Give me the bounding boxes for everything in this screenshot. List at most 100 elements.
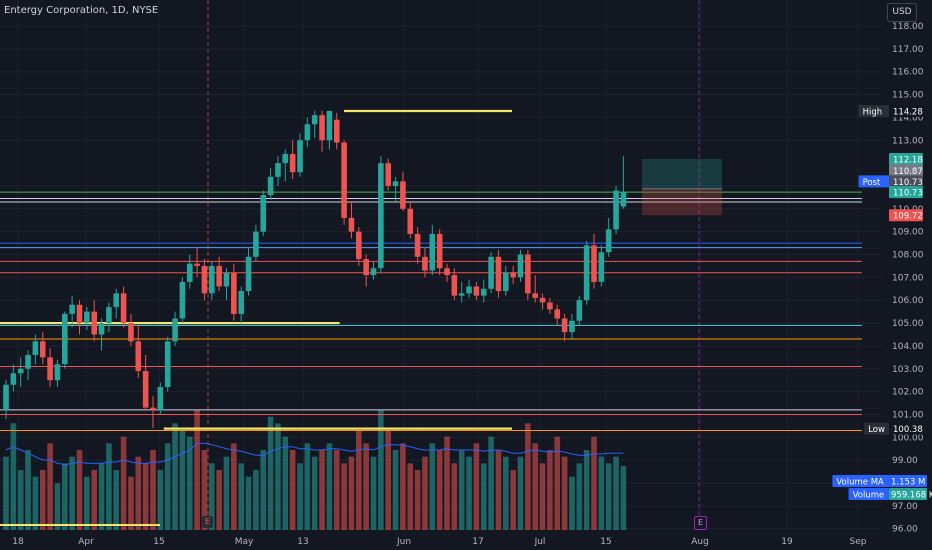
price-tick-label: 117.00 — [892, 45, 924, 55]
volume-value: 959.168 K — [891, 491, 932, 501]
candle-body — [392, 181, 399, 186]
volume-bar — [62, 463, 68, 530]
volume-bar — [209, 463, 215, 530]
candle-body — [525, 254, 531, 294]
candle-body — [422, 256, 428, 271]
stop-badge-value: 109.72 — [893, 212, 923, 222]
time-tick-label: Aug — [691, 537, 709, 547]
high-badge-tag: High — [863, 108, 883, 118]
candle-body — [275, 163, 281, 177]
currency-button[interactable]: USD — [887, 3, 917, 22]
volume-bar — [385, 430, 391, 530]
volume-bar — [84, 476, 90, 530]
candle-body — [62, 313, 68, 365]
high-badge-tag-bg — [858, 105, 889, 118]
candle-body — [128, 323, 134, 342]
candle-body — [333, 119, 340, 143]
volume-bar — [525, 423, 531, 530]
candle-body — [91, 311, 97, 335]
candle-body — [613, 190, 619, 230]
volume-bar — [495, 450, 502, 530]
volume-bar — [260, 450, 267, 530]
volume-bar — [539, 463, 546, 530]
candle-body — [458, 293, 465, 296]
candle-body — [209, 265, 215, 294]
candle-body — [231, 272, 237, 314]
candle-body — [539, 297, 546, 303]
volume-bar — [583, 450, 590, 530]
price-tick-label: 105.00 — [892, 319, 924, 329]
position-target-zone — [642, 158, 722, 189]
post-badge-bg — [889, 175, 923, 188]
stop-badge-bg — [889, 209, 923, 222]
time-tick-label: 17 — [472, 537, 483, 547]
volume-bar — [98, 463, 105, 530]
volume-bar — [400, 443, 406, 530]
low-badge-value: 100.38 — [893, 425, 923, 435]
candle-body — [120, 293, 127, 324]
candle-body — [289, 153, 296, 173]
candle-body — [194, 263, 200, 266]
candle-body — [385, 163, 391, 186]
volume-bar — [488, 436, 494, 530]
target-badge-bg — [889, 152, 923, 165]
time-tick-label: Sep — [850, 537, 867, 547]
entry-badge-bg — [889, 164, 923, 177]
price-tick-label: 108.00 — [892, 251, 924, 261]
candle-body — [304, 124, 311, 141]
candle-body — [510, 272, 516, 278]
candle-body — [172, 318, 178, 342]
volume-bar — [275, 423, 281, 530]
candlestick-series — [3, 110, 627, 429]
candle-body — [620, 192, 627, 207]
price-tick-label: 116.00 — [892, 68, 924, 78]
volume-bar — [297, 463, 303, 530]
volume-ma-value: 1.153 M — [891, 478, 925, 488]
candle-body — [223, 272, 230, 287]
time-tick-label: Jul — [534, 537, 546, 547]
candle-body — [98, 323, 105, 335]
target-badge-value: 112.18 — [893, 155, 923, 165]
candle-body — [598, 252, 605, 282]
candle-body — [473, 286, 480, 296]
volume-bar — [466, 456, 472, 530]
volume-bar — [216, 470, 222, 530]
volume-bar — [17, 470, 24, 530]
candle-body — [113, 293, 120, 308]
candle-body — [591, 245, 597, 282]
price-tick-label: 99.00 — [892, 456, 918, 466]
volume-tag-bg — [848, 488, 889, 500]
volume-bar — [113, 470, 120, 530]
candle-body — [569, 320, 575, 333]
upcoming-earnings-icon[interactable]: E — [694, 516, 707, 530]
time-tick-label: 15 — [153, 537, 164, 547]
high-badge-value: 114.28 — [893, 108, 923, 118]
volume-bar — [186, 436, 193, 530]
volume-bar — [554, 436, 561, 530]
last-price-badge-bg — [889, 186, 923, 199]
candle-body — [216, 265, 222, 287]
candle-body — [480, 288, 487, 296]
volume-ma-line — [5, 442, 624, 466]
volume-bar — [282, 436, 289, 530]
volume-bar — [311, 456, 318, 530]
volume-bar — [76, 450, 83, 530]
candle-body — [3, 384, 9, 410]
volume-bar — [201, 450, 208, 530]
post-badge-tag-bg — [858, 175, 889, 188]
candle-body — [356, 231, 362, 260]
position-stop-zone — [642, 188, 722, 216]
price-tick-label: 103.00 — [892, 365, 924, 375]
candle-body — [238, 291, 244, 314]
earnings-event-icon[interactable]: E — [202, 516, 213, 528]
symbol-title[interactable]: Entergy Corporation, 1D, NYSE — [4, 5, 159, 16]
candle-body — [414, 233, 421, 257]
volume-bar — [304, 443, 311, 530]
candle-body — [554, 309, 561, 319]
candle-body — [547, 302, 553, 310]
long-position-tool[interactable] — [642, 158, 722, 216]
volume-bar — [473, 443, 480, 530]
volume-bar — [591, 436, 597, 530]
